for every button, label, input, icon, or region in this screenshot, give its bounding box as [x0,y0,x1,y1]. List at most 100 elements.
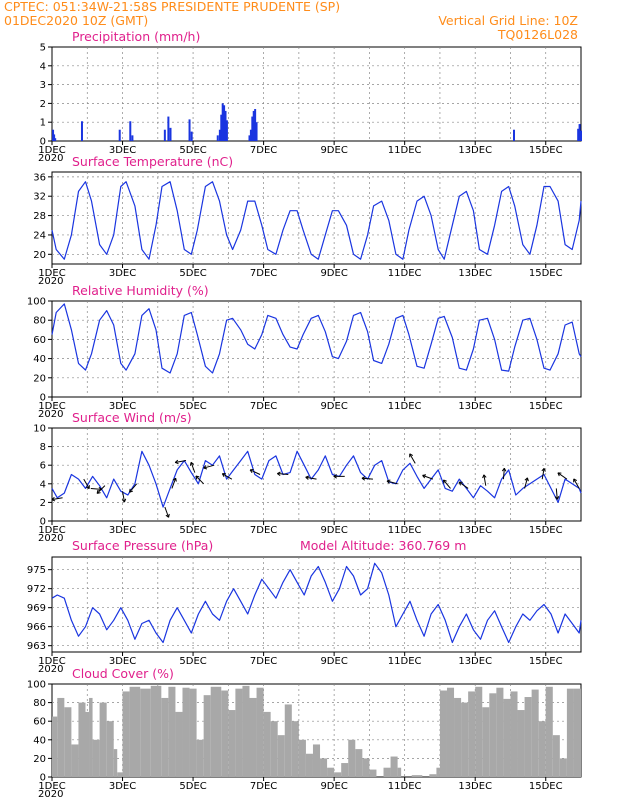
cloud-bar [439,690,447,777]
humidity-xtick-label: 9DEC [320,401,347,412]
precip-ytick-label: 5 [40,43,46,54]
precip-bar [216,135,219,141]
cloud-bar [362,758,370,777]
humidity-xtick-label: 5DEC [179,401,206,412]
cloud-bar [503,698,511,777]
wind-arrow-shaft [203,464,215,469]
humidity-xtick-label: 13DEC [458,401,492,412]
pressure-ytick-label: 975 [27,565,46,576]
precip-bar [54,138,57,141]
cloud-bar [256,687,264,777]
cloud-bar [71,744,79,777]
cloud-bar [129,686,141,777]
wind-arrow-shaft [557,472,568,480]
cloud-bar [242,685,250,777]
wind-ytick-label: 6 [40,461,46,472]
cloud-bar [320,758,328,777]
precip-bar [52,129,55,141]
precip-bar [53,134,56,141]
wind-arrow-head [442,479,447,484]
wind-arrow-shaft [524,477,528,489]
panel-wind: 0 2 4 6 8 10 1DEC 3DEC 5DEC 7DEC 9DEC 11DEC 13DEC 15D… [33,410,582,544]
cloud-bar [559,758,567,777]
wind-arrow-shaft [195,475,205,485]
temperature-ytick-label: 20 [33,250,46,261]
pressure-title: Surface Pressure (hPa) [72,538,213,553]
cloud-bar [99,702,107,777]
wind-ytick-label: 4 [40,479,46,490]
cloud-xtick-label: 15DEC [529,781,563,792]
temperature-xtick-label: 1DEC [38,268,65,279]
precip-bar [221,103,224,141]
precip-ytick-label: 2 [40,99,46,110]
cloud-bar [150,685,162,777]
temperature-series-line [51,181,582,260]
wind-arrow-shaft [361,477,373,480]
wind-arrow-head [96,489,101,494]
wind-xtick-label: 1DEC [38,525,65,536]
wind-arrow-head [333,474,337,479]
wind-arrow [422,474,434,480]
panel-cloud: 0 20 40 60 80 100 1DEC 3DEC 5DEC 7DEC 9DEC 11DEC 13D… [27,666,582,800]
wind-arrow [409,453,416,464]
precip-xtick-label: 3DEC [109,145,136,156]
wind-year-label: 2020 [38,533,63,544]
humidity-ytick-label: 20 [33,373,46,384]
wind-arrow [277,471,289,477]
cloud-bar [57,697,65,777]
cloud-bar [85,711,90,777]
precip-title: Precipitation (mm/h) [72,29,200,44]
cloud-bar [182,687,190,777]
temperature-xtick-label: 5DEC [179,268,206,279]
wind-arrow-head [501,467,507,472]
precip-year-label: 2020 [38,153,63,164]
cloud-bar [89,697,93,777]
humidity-year-label: 2020 [38,409,63,420]
wind-xtick-label: 13DEC [458,525,492,536]
wind-arrow [333,474,345,479]
cloud-xtick-label: 9DEC [320,781,347,792]
wind-arrow-head [85,485,90,490]
cloud-bar [524,697,532,777]
precip-bar [249,129,252,141]
cloud-bar [446,687,455,777]
wind-arrow [557,472,568,480]
wind-xtick-label: 9DEC [320,525,347,536]
wind-arrow [541,467,546,480]
cloud-bar [552,735,560,777]
humidity-ytick-label: 100 [27,297,46,308]
cloud-title: Cloud Cover (%) [72,666,174,681]
cloud-ytick-label: 20 [33,754,46,765]
humidity-xtick-label: 3DEC [109,401,136,412]
temperature-xtick-label: 15DEC [529,268,563,279]
precip-bar [80,121,83,141]
wind-frame [51,427,582,522]
temperature-xtick-label: 3DEC [109,268,136,279]
wind-arrow [305,475,317,480]
temperature-ytick-label: 24 [33,230,46,241]
cloud-bar [291,721,299,777]
cloud-bar [454,697,462,777]
wind-ytick-label: 8 [40,442,46,453]
temperature-xtick-label: 13DEC [458,268,492,279]
precip-xtick-label: 1DEC [38,145,65,156]
wind-arrow [174,459,187,465]
wind-arrow-shaft [458,481,469,489]
wind-arrow [189,461,196,473]
wind-arrow-head [305,475,310,480]
precip-xtick-label: 5DEC [179,145,206,156]
cloud-bar [383,767,391,777]
wind-arrow-shaft [83,478,90,489]
wind-arrow-head [361,476,366,481]
wind-xtick-label: 3DEC [109,525,136,536]
wind-arrow [96,485,106,494]
pressure-ytick-label: 972 [27,584,46,595]
wind-arrow-head [573,478,578,483]
wind-arrow [83,478,90,490]
wind-arrow-shaft [222,473,233,480]
pressure-ytick-label: 963 [27,641,46,652]
wind-arrow-head [524,477,529,482]
wind-arrow-shaft [573,478,580,489]
wind-arrow-shaft [502,468,505,480]
